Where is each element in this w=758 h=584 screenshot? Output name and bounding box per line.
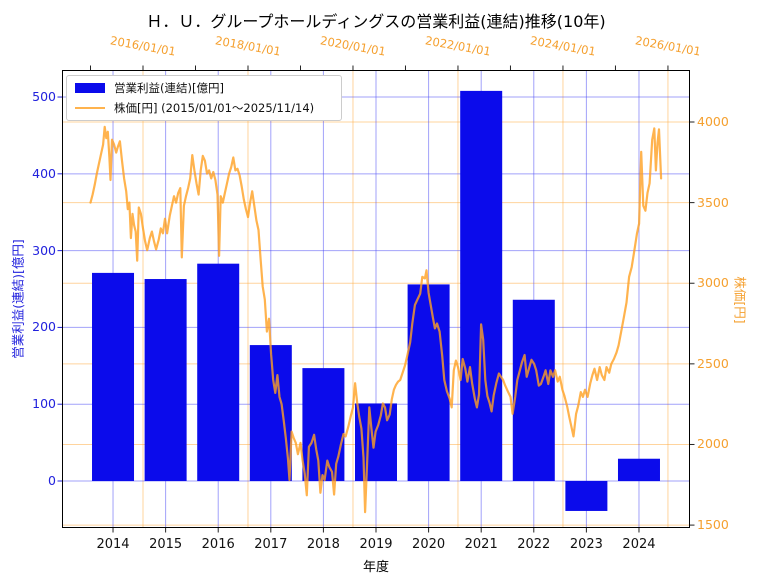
- bar-2021: [460, 90, 503, 482]
- stock-price-line: [89, 125, 663, 514]
- bar-2024: [617, 458, 660, 482]
- x-axis-label: 年度: [362, 560, 389, 575]
- x-top-tick-label: 2022/01/01: [424, 33, 492, 59]
- bar-2015: [144, 279, 187, 482]
- x-bottom-tick-label: 2021: [464, 537, 498, 552]
- bar-swatch-icon: [75, 83, 105, 93]
- bar-2020: [407, 284, 450, 482]
- bar-2016: [197, 263, 240, 482]
- bar-2023: [565, 481, 608, 511]
- right-axis-label: 株価[円]: [732, 276, 748, 324]
- y-left-tick-label: 0: [48, 473, 56, 488]
- y-right-tick-label: 2500: [697, 355, 729, 371]
- y-right-tick-label: 4000: [697, 113, 729, 129]
- x-top-tick-label: 2016/01/01: [109, 33, 177, 59]
- plot-area: [57, 65, 695, 533]
- x-bottom-tick-label: 2017: [254, 537, 288, 552]
- x-bottom-tick-label: 2023: [569, 537, 603, 552]
- y-right-tick-label: 2000: [697, 436, 729, 452]
- y-right-tick-label: 1500: [697, 517, 729, 533]
- bar-2017: [249, 345, 292, 482]
- y-left-tick-label: 500: [32, 89, 56, 105]
- x-bottom-tick-label: 2014: [96, 537, 130, 552]
- chart-title: Ｈ．Ｕ．グループホールディングスの営業利益(連結)推移(10年): [146, 12, 606, 31]
- x-top-tick-label: 2024/01/01: [529, 33, 597, 59]
- x-top-tick-label: 2026/01/01: [634, 33, 702, 59]
- line-swatch-icon: [75, 106, 105, 110]
- x-top-tick-label: 2020/01/01: [319, 33, 387, 59]
- x-bottom-tick-label: 2018: [306, 537, 340, 552]
- x-bottom-tick-label: 2024: [622, 537, 656, 552]
- x-bottom-tick-label: 2022: [517, 537, 551, 552]
- x-bottom-tick-label: 2019: [359, 537, 393, 552]
- x-bottom-tick-label: 2015: [149, 537, 183, 552]
- x-top-tick-label: 2018/01/01: [214, 33, 282, 59]
- x-bottom-tick-label: 2016: [201, 537, 235, 552]
- x-bottom-tick-label: 2020: [412, 537, 446, 552]
- legend-item-operating-profit: 営業利益(連結)[億円]: [75, 78, 333, 98]
- y-right-tick-label: 3500: [697, 194, 729, 210]
- y-left-tick-label: 100: [32, 396, 56, 412]
- y-left-tick-label: 400: [32, 165, 56, 181]
- legend-bar-label: 営業利益(連結)[億円]: [114, 81, 224, 95]
- plot-border: [62, 70, 690, 528]
- bar-2014: [92, 272, 135, 482]
- legend-line-label: 株価[円] (2015/01/01～2025/11/14): [114, 101, 315, 115]
- legend: 営業利益(連結)[億円] 株価[円] (2015/01/01～2025/11/1…: [66, 75, 342, 121]
- bar-2022: [512, 299, 555, 482]
- left-axis-label: 営業利益(連結)[億円]: [10, 239, 26, 359]
- plot-canvas: [57, 65, 695, 533]
- legend-item-stock-price: 株価[円] (2015/01/01～2025/11/14): [75, 98, 333, 118]
